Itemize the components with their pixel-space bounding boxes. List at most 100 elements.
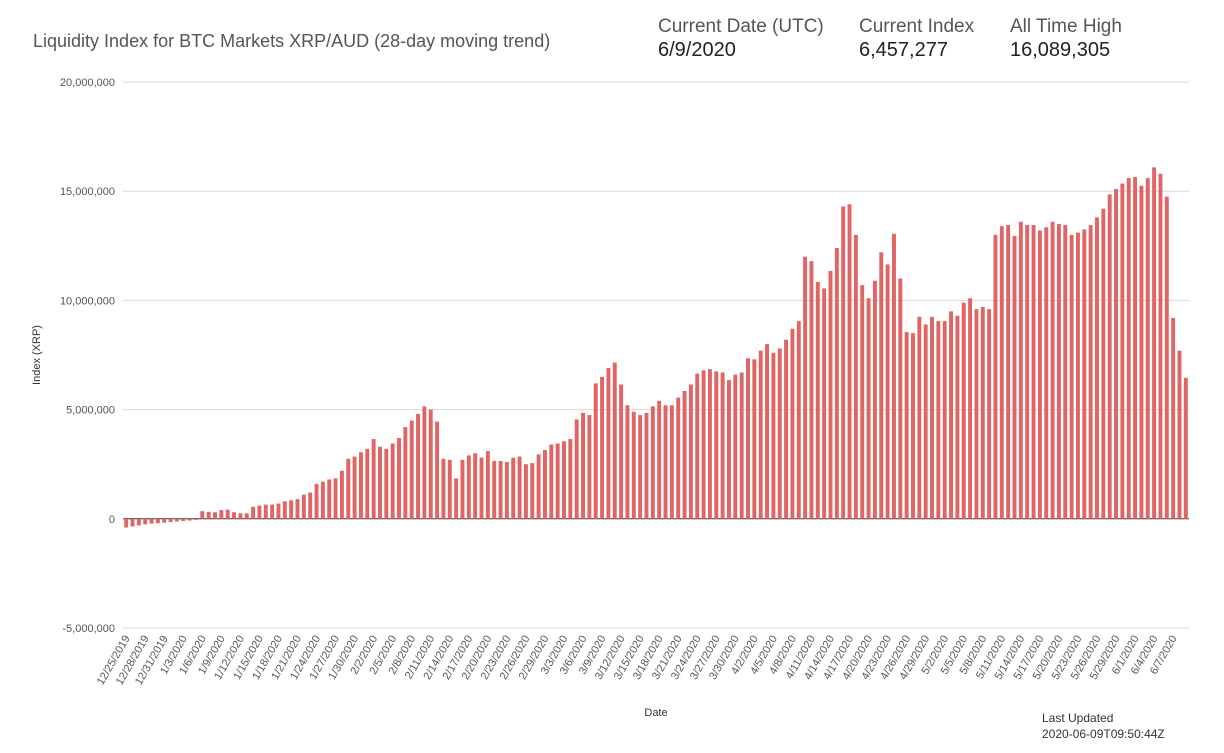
x-axis-title: Date <box>644 707 667 719</box>
bar <box>714 371 719 519</box>
all-time-high-stat: All Time High 16,089,305 <box>1010 16 1122 62</box>
bar <box>358 452 363 519</box>
bar <box>625 405 630 519</box>
last-updated-label: Last Updated <box>1042 711 1114 725</box>
bar <box>511 457 516 519</box>
bar <box>435 421 440 519</box>
bar <box>695 373 700 519</box>
y-tick-label: -5,000,000 <box>62 623 115 635</box>
bar <box>181 518 186 521</box>
bar <box>587 415 592 519</box>
bar <box>441 458 446 519</box>
bar <box>428 409 433 519</box>
bar <box>1158 173 1163 519</box>
bar <box>949 311 954 519</box>
chart-title: Liquidity Index for BTC Markets XRP/AUD … <box>33 31 551 51</box>
bar <box>206 511 211 519</box>
bar <box>987 309 992 519</box>
bar <box>498 460 503 519</box>
bar <box>1164 196 1169 519</box>
bar <box>504 462 509 519</box>
y-tick-label: 20,000,000 <box>60 77 115 89</box>
bar <box>149 518 154 524</box>
bar <box>536 454 541 519</box>
bar <box>365 448 370 519</box>
bar <box>739 372 744 519</box>
bar <box>232 512 237 519</box>
bar <box>416 413 421 519</box>
bar <box>378 446 382 519</box>
bar <box>174 518 179 522</box>
bar <box>904 332 909 519</box>
bar <box>276 503 281 519</box>
bar <box>574 419 579 519</box>
bar <box>289 500 294 519</box>
bar <box>1075 232 1080 519</box>
bar <box>1088 225 1093 519</box>
bar <box>530 463 535 519</box>
bar <box>124 518 129 528</box>
bar <box>485 451 490 519</box>
bar <box>872 280 877 519</box>
bar <box>727 380 731 519</box>
bar <box>555 443 560 519</box>
bar <box>371 439 376 519</box>
bar <box>942 321 947 519</box>
bar <box>923 324 928 519</box>
bar <box>460 459 465 519</box>
bar <box>244 513 249 519</box>
bar <box>568 439 573 519</box>
bar <box>346 458 351 519</box>
bar <box>891 233 896 519</box>
bar <box>612 362 617 519</box>
bar <box>270 504 275 519</box>
bar <box>606 368 611 519</box>
current-date-stat: Current Date (UTC) 6/9/2020 <box>658 16 824 62</box>
bar <box>1006 225 1011 519</box>
y-axis-title: Index (XRP) <box>31 325 43 385</box>
bar <box>143 518 148 525</box>
bar <box>517 456 522 519</box>
bar <box>885 264 890 519</box>
bar <box>733 374 738 519</box>
y-tick-label: 15,000,000 <box>60 186 115 198</box>
bar <box>225 509 230 519</box>
bar <box>1177 350 1182 519</box>
all-time-high-value: 16,089,305 <box>1010 39 1111 61</box>
bar <box>1044 227 1049 519</box>
bar <box>961 302 966 519</box>
bar <box>187 518 192 521</box>
bar <box>841 206 846 519</box>
bar <box>562 441 566 519</box>
bar <box>1120 183 1125 519</box>
last-updated-value: 2020-06-09T09:50:44Z <box>1042 727 1165 741</box>
bar <box>974 309 979 519</box>
bar <box>466 455 471 519</box>
bar <box>815 281 820 519</box>
current-date-label: Current Date (UTC) <box>658 16 824 37</box>
bar <box>968 298 973 519</box>
bar <box>860 285 865 519</box>
y-tick-label: 0 <box>109 514 115 526</box>
bar <box>422 406 427 519</box>
bar <box>663 405 668 519</box>
bar <box>771 352 776 519</box>
bar <box>397 437 401 519</box>
bar <box>473 453 478 519</box>
bar <box>828 270 833 519</box>
last-updated: Last Updated 2020-06-09T09:50:44Z <box>1042 710 1165 742</box>
bar <box>314 483 319 519</box>
bar <box>600 376 605 519</box>
bar <box>993 234 998 519</box>
bar <box>822 288 827 519</box>
bar <box>790 328 795 519</box>
bar <box>1126 178 1131 519</box>
bar <box>1082 229 1087 519</box>
bar <box>1101 208 1106 519</box>
bar <box>707 369 712 519</box>
bar <box>542 450 547 519</box>
bar <box>339 470 344 519</box>
bar <box>593 383 598 519</box>
bar <box>162 518 167 523</box>
bar <box>669 405 674 519</box>
